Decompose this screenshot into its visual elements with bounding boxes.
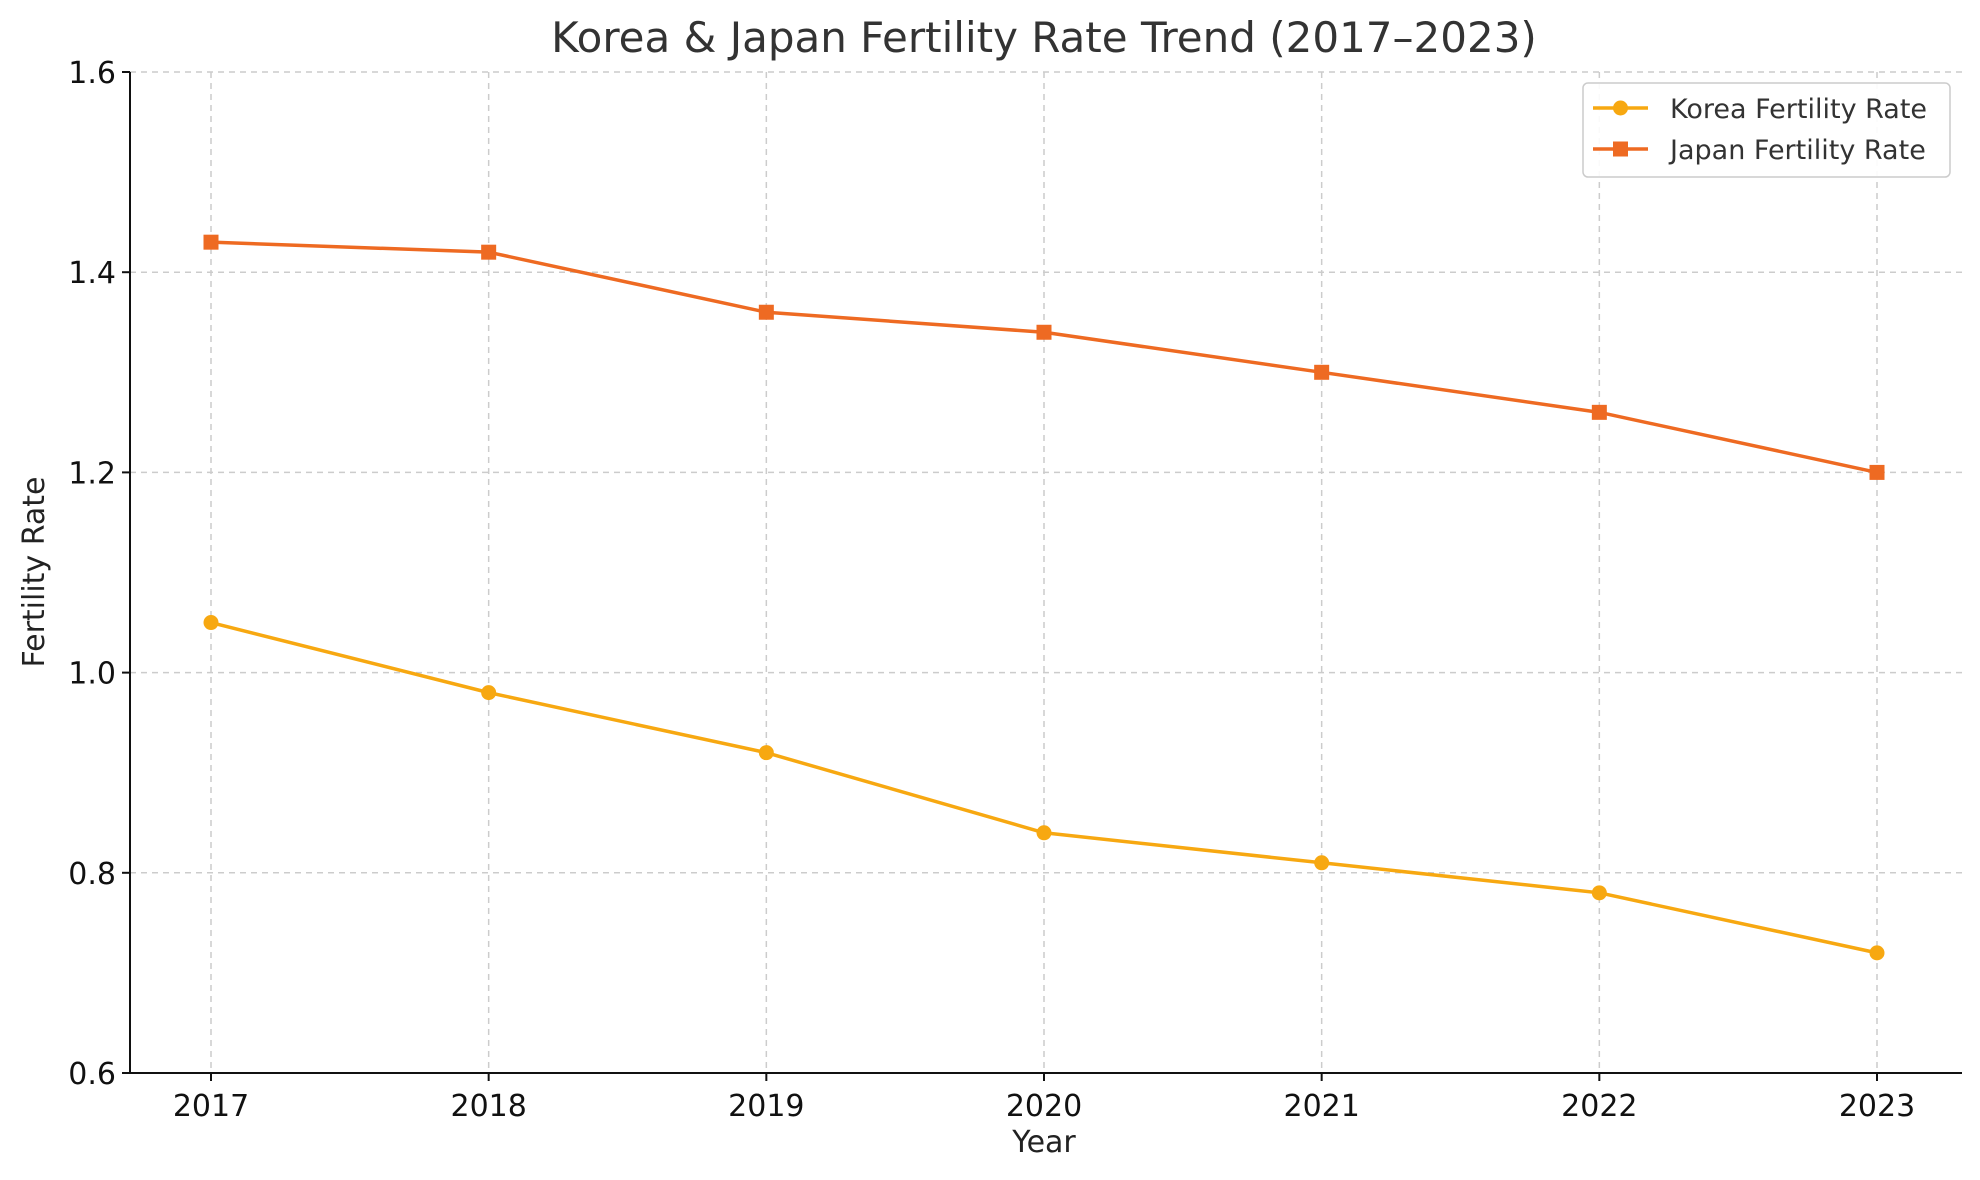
series-japan	[203, 234, 1885, 480]
data-point-korea	[203, 615, 219, 631]
x-tick-label: 2023	[1839, 1089, 1915, 1124]
y-tick-label: 1.2	[68, 456, 116, 491]
data-point-japan	[203, 234, 219, 250]
y-axis-label: Fertility Rate	[17, 476, 52, 667]
x-tick-label: 2018	[450, 1089, 526, 1124]
chart-title: Korea & Japan Fertility Rate Trend (2017…	[551, 13, 1537, 62]
legend-swatch-marker	[1613, 141, 1628, 157]
legend-label: Japan Fertility Rate	[1668, 135, 1926, 166]
data-point-japan	[1314, 364, 1330, 380]
x-tick-label: 2020	[1006, 1089, 1082, 1124]
legend-item-korea: Korea Fertility Rate	[1593, 94, 1927, 125]
data-series	[203, 234, 1885, 961]
data-point-korea	[481, 685, 497, 701]
x-axis-label: Year	[1011, 1125, 1076, 1160]
data-point-japan	[1869, 464, 1885, 480]
x-tick-label: 2017	[173, 1089, 249, 1124]
y-tick-label: 1.0	[68, 657, 116, 692]
data-point-korea	[1591, 885, 1607, 901]
series-korea	[203, 615, 1885, 961]
legend: Korea Fertility Rate Japan Fertility Rate	[1582, 82, 1951, 178]
data-point-korea	[1869, 945, 1885, 961]
data-point-japan	[1591, 404, 1607, 420]
legend-swatch-marker	[1613, 100, 1628, 116]
y-tick-label: 0.6	[68, 1057, 116, 1092]
y-tick-label: 0.8	[68, 857, 116, 892]
tick-labels: 2017 2018 2019 2020 2021 2022 2023 0.6 0.8 1.0 1.2…	[68, 56, 1915, 1124]
axes	[129, 72, 1962, 1074]
legend-label: Korea Fertility Rate	[1670, 94, 1927, 125]
x-tick-label: 2019	[728, 1089, 804, 1124]
x-tick-label: 2021	[1283, 1089, 1359, 1124]
y-tick-label: 1.6	[68, 56, 116, 91]
data-point-korea	[1314, 855, 1330, 871]
legend-item-japan: Japan Fertility Rate	[1593, 135, 1926, 166]
data-point-japan	[1036, 324, 1052, 340]
data-point-japan	[758, 304, 774, 320]
legend-box	[1582, 82, 1951, 178]
x-tick-label: 2022	[1561, 1089, 1637, 1124]
y-tick-label: 1.4	[68, 256, 116, 291]
data-point-japan	[481, 244, 497, 260]
data-point-korea	[758, 745, 774, 761]
data-point-korea	[1036, 825, 1052, 841]
